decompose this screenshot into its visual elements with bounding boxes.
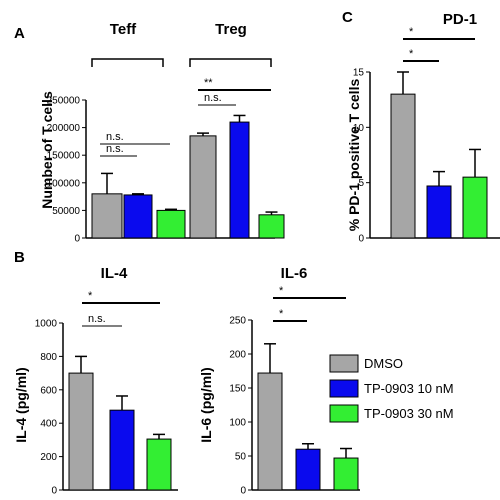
a-ytick-label: 150000 (47, 151, 81, 162)
il4-ytick-label: 200 (40, 452, 57, 463)
c-bar-1 (426, 185, 452, 239)
a-sig-label: ** (204, 77, 213, 89)
a-bar-1 (123, 194, 153, 239)
il4-title: IL-4 (101, 265, 128, 282)
il4-ytick-label: 400 (40, 419, 57, 430)
a-sig-label: n.s. (106, 131, 124, 143)
il6-ytick-label: 50 (235, 452, 247, 463)
il6-ytick-label: 150 (229, 384, 246, 395)
c-sig-label: * (409, 48, 414, 60)
legend-swatch-30nm (329, 404, 359, 423)
il4-bar-2 (146, 438, 172, 491)
il4-bar-0 (68, 372, 94, 491)
a-bar-2 (156, 209, 186, 239)
a-sig-label: n.s. (106, 143, 124, 155)
il4-bar-1 (109, 409, 135, 491)
ylabel-il6: IL-6 (pg/ml) (198, 367, 214, 442)
a-bar-0 (91, 193, 123, 239)
il6-bar-1 (295, 448, 321, 491)
il4-ytick-label: 0 (51, 486, 57, 497)
legend-label-dmso: DMSO (364, 356, 403, 371)
il6-ytick-label: 100 (229, 418, 246, 429)
c-bar-2 (462, 176, 488, 239)
a-ytick-label: 100000 (47, 178, 81, 189)
c-bar-0 (390, 93, 416, 239)
bracket-treg (189, 58, 272, 67)
group-label-treg: Treg (215, 21, 247, 38)
legend-swatch-dmso (329, 354, 359, 373)
legend-label-30nm: TP-0903 30 nM (364, 406, 454, 421)
il6-bar-0 (257, 372, 283, 491)
panel-letter-b: B (14, 249, 25, 266)
a-bar-5 (258, 214, 285, 239)
a-bar-4 (229, 121, 250, 239)
group-label-teff: Teff (110, 21, 137, 38)
a-sig-label: n.s. (204, 92, 222, 104)
il6-title: IL-6 (281, 265, 308, 282)
il4-ytick-label: 800 (40, 352, 57, 363)
pd1-title: PD-1 (443, 11, 477, 28)
bracket-teff (91, 58, 164, 67)
il4-sig-label: n.s. (88, 313, 106, 325)
a-ytick-label: 0 (74, 234, 80, 245)
a-ytick-label: 50000 (52, 206, 80, 217)
ylabel-il4: IL-4 (pg/ml) (13, 367, 29, 442)
c-ytick-label: 15 (353, 68, 365, 79)
il4-ytick-label: 1000 (35, 319, 58, 330)
ylabel-a: Number of T cells (39, 91, 55, 209)
il6-ytick-label: 0 (240, 486, 246, 497)
legend-swatch-10nm (329, 379, 359, 398)
il4-sig-label: * (88, 290, 93, 302)
plot-layer: 050000100000150000200000250000n.s.n.s.**… (35, 26, 500, 497)
il6-ytick-label: 200 (229, 350, 246, 361)
il4-ytick-label: 600 (40, 385, 57, 396)
c-ytick-label: 0 (358, 234, 364, 245)
il6-sig-label: * (279, 285, 284, 297)
il6-bar-2 (333, 457, 359, 491)
c-ytick-label: 5 (358, 178, 364, 189)
il6-ytick-label: 250 (229, 316, 246, 327)
ylabel-c: % PD-1 positive T cells (346, 79, 362, 232)
il6-sig-label: * (279, 308, 284, 320)
c-ytick-label: 10 (353, 123, 365, 134)
panel-letter-c: C (342, 9, 353, 26)
legend-label-10nm: TP-0903 10 nM (364, 381, 454, 396)
a-ytick-label: 250000 (47, 96, 81, 107)
a-ytick-label: 200000 (47, 123, 81, 134)
panel-letter-a: A (14, 25, 25, 42)
c-sig-label: * (409, 26, 414, 38)
legend: DMSO TP-0903 10 nM TP-0903 30 nM (329, 354, 454, 423)
a-bar-3 (189, 135, 217, 239)
